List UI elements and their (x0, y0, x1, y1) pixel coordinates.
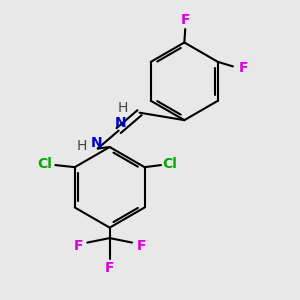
Text: Cl: Cl (163, 157, 177, 171)
Text: F: F (181, 13, 190, 27)
Text: H: H (76, 139, 86, 152)
Text: Cl: Cl (38, 157, 52, 171)
Text: F: F (238, 61, 248, 75)
Text: N: N (90, 136, 102, 149)
Text: N: N (114, 116, 126, 130)
Text: F: F (136, 238, 146, 253)
Text: F: F (74, 238, 83, 253)
Text: H: H (118, 101, 128, 115)
Text: F: F (105, 261, 114, 275)
